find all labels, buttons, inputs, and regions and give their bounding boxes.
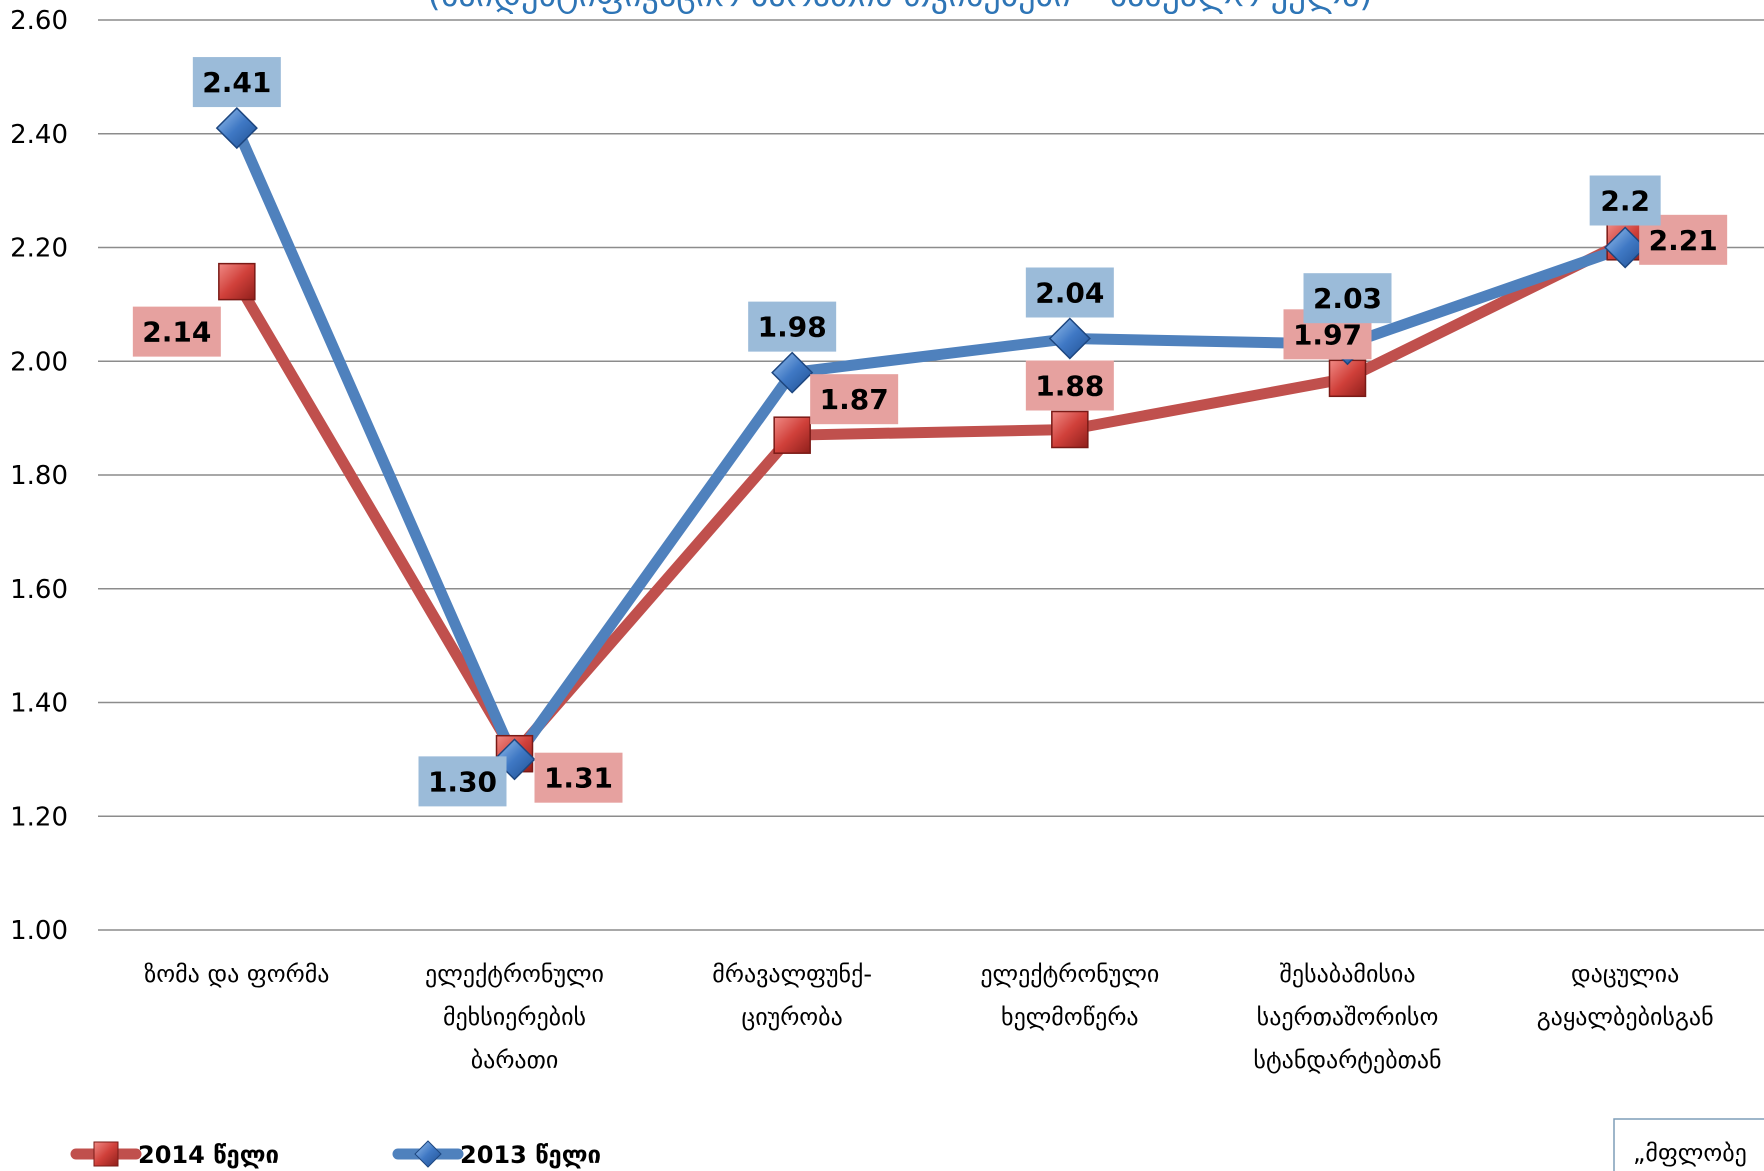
note-text: „მფლობე [1633,1139,1747,1167]
point-marker-diamond [215,107,258,150]
point-marker-diamond [1604,226,1647,269]
legend-label: 2014 წელი [138,1141,279,1169]
data-label-box [1589,175,1661,226]
y-tick-label: 2.20 [10,234,68,264]
y-tick-label: 2.00 [10,347,68,377]
data-label: 1.31 [544,762,613,795]
note-box: „მფლობე [1613,1118,1764,1171]
series-line-0 [231,236,1631,760]
point-marker-square [1051,410,1089,449]
data-label-box [810,374,899,425]
y-tick-label: 2.40 [10,120,68,150]
y-tick-label: 1.80 [10,461,68,491]
y-tick-label: 1.40 [10,689,68,719]
data-label-box [534,752,623,803]
point-marker-diamond [1048,317,1091,360]
data-label-box [132,306,221,357]
data-label: 1.97 [1293,318,1362,351]
data-label: 1.88 [1035,370,1104,403]
x-tick-label: მრავალფუნქ-ციურობა [712,960,872,1031]
gridlines [98,19,1764,931]
data-label-box [418,756,507,807]
data-label: 2.03 [1313,282,1382,315]
legend-marker-square [93,1141,119,1167]
data-label: 2.21 [1649,224,1718,257]
data-label-box [748,301,837,352]
point-marker-square [218,262,256,301]
point-marker-square [1328,359,1367,398]
data-label: 1.30 [428,765,497,798]
data-label: 2.04 [1035,277,1104,310]
series-layer [215,107,1647,781]
data-labels: 2.14 1.31 1.87 1.88 1.97 2.21 2.41 1.30 1.98 2.04… [132,57,1728,807]
data-label-box [1025,267,1114,318]
data-label: 1.98 [758,311,827,344]
data-label: 2.2 [1600,185,1650,218]
x-axis: ზომა და ფორმა ელექტრონული მეხსიერების ბარათ… [144,960,1713,1074]
x-tick-label: ელექტრონული ხელმოწერა [980,960,1159,1031]
y-tick-label: 1.00 [10,916,68,946]
point-marker-diamond [771,351,814,394]
data-label-box [192,57,281,108]
x-tick-label: ზომა და ფორმა [144,960,329,988]
chart-title: (საიდენტიფიკაციო ბარათის თვისებები – საშ… [427,0,1372,15]
data-label-box [1303,273,1392,324]
point-marker-square [773,416,811,454]
y-tick-label: 2.60 [10,6,68,36]
x-tick-label: ელექტრონული მეხსიერების ბარათი [425,960,604,1074]
x-tick-label: დაცულია გაყალბებისგან [1537,960,1714,1031]
data-label: 2.41 [202,66,271,99]
series-line-1 [231,122,1631,765]
y-tick-label: 1.60 [10,575,68,605]
data-label: 2.14 [142,316,211,349]
legend-label: 2013 წელი [460,1141,601,1169]
data-label: 1.87 [820,383,889,416]
x-tick-label: შესაბამისია საერთაშორისო სტანდარტებთან [1253,960,1441,1074]
y-tick-label: 1.20 [10,802,68,832]
legend-marker-diamond [414,1140,442,1168]
data-label-box [1025,360,1114,411]
y-axis: 1.00 1.20 1.40 1.60 1.80 2.00 2.20 2.40 2.60 [10,6,68,946]
legend: 2014 წელი 2013 წელი [70,1140,601,1169]
